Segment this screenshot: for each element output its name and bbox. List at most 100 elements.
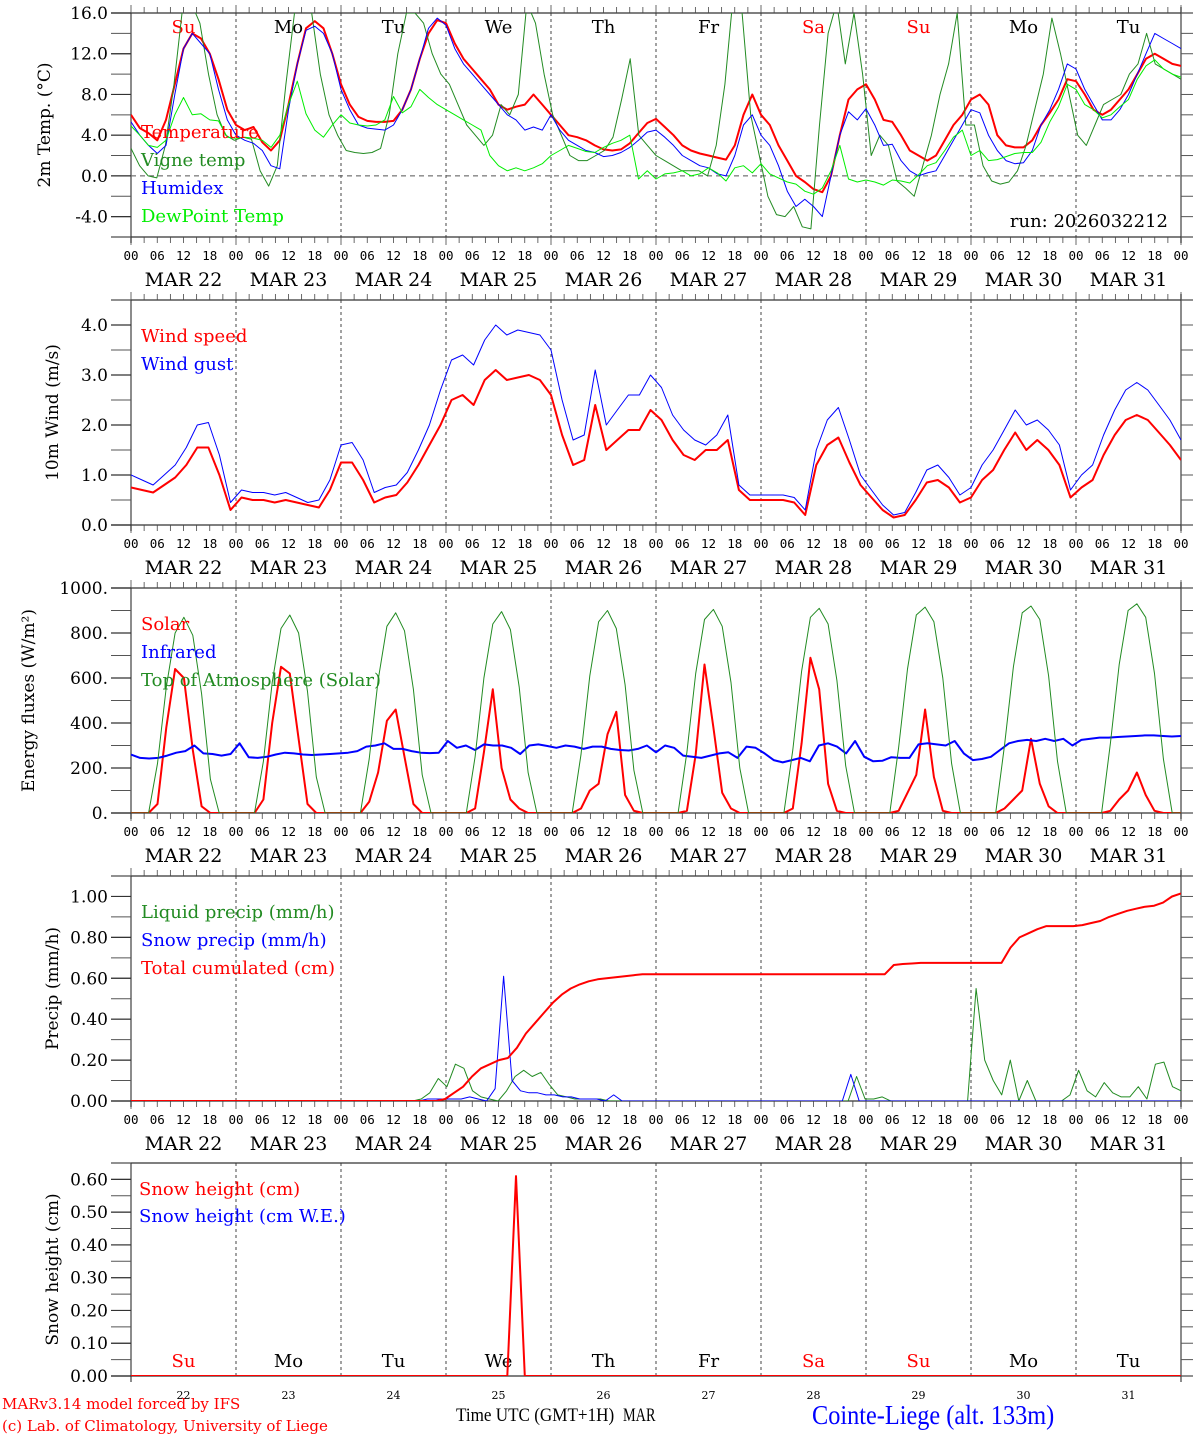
series-line-humidex: [131, 17, 1181, 218]
hour-tick-label: 18: [622, 248, 637, 263]
hour-tick-label: 12: [281, 1112, 296, 1127]
hour-tick-label: 06: [885, 248, 900, 263]
hour-tick-label: 06: [465, 824, 480, 839]
hour-tick-label: 12: [911, 248, 926, 263]
hour-tick-label: 06: [1095, 536, 1110, 551]
y-tick-label: 0.20: [70, 1301, 108, 1321]
y-tick-label: 400.: [70, 714, 108, 734]
weekday-label: Tu: [382, 17, 406, 38]
series-line-temperature: [131, 19, 1181, 194]
hour-tick-label: 18: [412, 1112, 427, 1127]
hour-tick-label: 12: [596, 824, 611, 839]
hour-tick-label: 06: [675, 248, 690, 263]
hour-tick-label: 18: [622, 824, 637, 839]
hour-tick-label: 12: [1016, 824, 1031, 839]
y-tick-label: 0.40: [70, 1236, 108, 1256]
series-line-solar: [131, 656, 1181, 813]
y-tick-label: 0.20: [70, 1051, 108, 1071]
hour-tick-label: 06: [150, 536, 165, 551]
hour-tick-label: 00: [1068, 1112, 1083, 1127]
hour-tick-label: 06: [570, 248, 585, 263]
hour-tick-label: 00: [963, 536, 978, 551]
hour-tick-label: 18: [727, 248, 742, 263]
legend-entry: Humidex: [141, 178, 223, 199]
hour-tick-label: 12: [1121, 824, 1136, 839]
hour-tick-label: 06: [255, 536, 270, 551]
date-label: MAR 23: [250, 1133, 328, 1155]
hour-tick-label: 06: [885, 536, 900, 551]
hour-tick-label: 06: [780, 536, 795, 551]
hour-tick-label: 06: [780, 824, 795, 839]
hour-tick-label: 18: [832, 1112, 847, 1127]
weekday-label: Mo: [274, 1351, 303, 1372]
weekday-label: Mo: [1009, 17, 1038, 38]
hour-tick-label: 06: [465, 1112, 480, 1127]
hour-tick-label: 00: [753, 824, 768, 839]
date-label: MAR 31: [1090, 1133, 1168, 1155]
hour-tick-label: 18: [727, 1112, 742, 1127]
hour-tick-label: 00: [438, 824, 453, 839]
hour-tick-label: 00: [438, 248, 453, 263]
hour-tick-label: 06: [570, 536, 585, 551]
day-number-label: 24: [387, 1389, 401, 1402]
day-number-label: 26: [597, 1389, 611, 1402]
hour-tick-label: 06: [990, 824, 1005, 839]
hour-tick-label: 18: [1147, 824, 1162, 839]
legend-entry: Wind gust: [141, 354, 234, 375]
hour-tick-label: 06: [675, 824, 690, 839]
hour-tick-label: 18: [517, 824, 532, 839]
copyright: (c) Lab. of Climatology, University of L…: [2, 1417, 328, 1435]
hour-tick-label: 18: [307, 536, 322, 551]
hour-tick-label: 00: [1068, 824, 1083, 839]
series-line-total-cumulated-cm-: [131, 892, 1181, 1101]
weekday-label: Th: [592, 1351, 616, 1372]
panel-1: 16.0 12.0 8.0 4.0 0.0 -4.0 2m Temp. (°C) 00 06 12…: [35, 4, 1193, 291]
hour-tick-label: 12: [176, 1112, 191, 1127]
date-label: MAR 26: [565, 557, 643, 579]
series-line-infrared: [131, 734, 1181, 764]
model-credit: MARv3.14 model forced by IFS: [2, 1395, 241, 1413]
hour-tick-label: 12: [1016, 1112, 1031, 1127]
panel-2: 4.0 3.0 2.0 1.0 0.0 10m Wind (m/s) 00 06 12 18 MAR…: [43, 292, 1193, 579]
hour-tick-label: 12: [1121, 248, 1136, 263]
hour-tick-label: 06: [360, 1112, 375, 1127]
y-tick-label: 0.30: [70, 1269, 108, 1289]
weekday-label: Th: [592, 17, 616, 38]
hour-tick-label: 12: [281, 824, 296, 839]
date-label: MAR 30: [985, 845, 1063, 867]
hour-tick-label: 00: [1173, 536, 1188, 551]
hour-tick-label: 00: [228, 824, 243, 839]
y-axis-title: Precip (mm/h): [43, 927, 63, 1050]
hour-tick-label: 00: [543, 1112, 558, 1127]
hour-tick-label: 18: [937, 824, 952, 839]
hour-tick-label: 12: [806, 1112, 821, 1127]
hour-tick-label: 18: [1147, 536, 1162, 551]
hour-tick-label: 18: [832, 824, 847, 839]
date-label: MAR 22: [145, 557, 223, 579]
series-line-vigne-temp: [131, 13, 1181, 230]
hour-tick-label: 18: [202, 536, 217, 551]
hour-tick-label: 18: [622, 1112, 637, 1127]
date-label: MAR 28: [775, 845, 853, 867]
y-tick-label: 1.0: [81, 466, 108, 486]
legend-entry: Temperature: [141, 122, 259, 143]
weekday-label: Mo: [1009, 1351, 1038, 1372]
hour-tick-label: 18: [202, 248, 217, 263]
y-tick-label: 16.0: [70, 4, 108, 24]
hour-tick-label: 06: [150, 824, 165, 839]
day-number-label: 27: [702, 1389, 716, 1402]
hour-tick-label: 12: [806, 536, 821, 551]
series-line-wind-gust: [131, 324, 1181, 516]
hour-tick-label: 00: [1173, 248, 1188, 263]
hour-tick-label: 18: [1042, 248, 1057, 263]
date-label: MAR 26: [565, 1133, 643, 1155]
y-tick-label: 8.0: [81, 85, 108, 105]
hour-tick-label: 18: [1147, 1112, 1162, 1127]
panel-5: 0.60 0.50 0.40 0.30 0.20 0.10 0.00 Snow height …: [43, 1157, 1193, 1402]
hour-tick-label: 00: [858, 536, 873, 551]
y-tick-label: 4.0: [81, 316, 108, 336]
hour-tick-label: 06: [990, 1112, 1005, 1127]
hour-tick-label: 06: [360, 248, 375, 263]
date-label: MAR 26: [565, 269, 643, 291]
weekday-label: Su: [172, 17, 196, 38]
